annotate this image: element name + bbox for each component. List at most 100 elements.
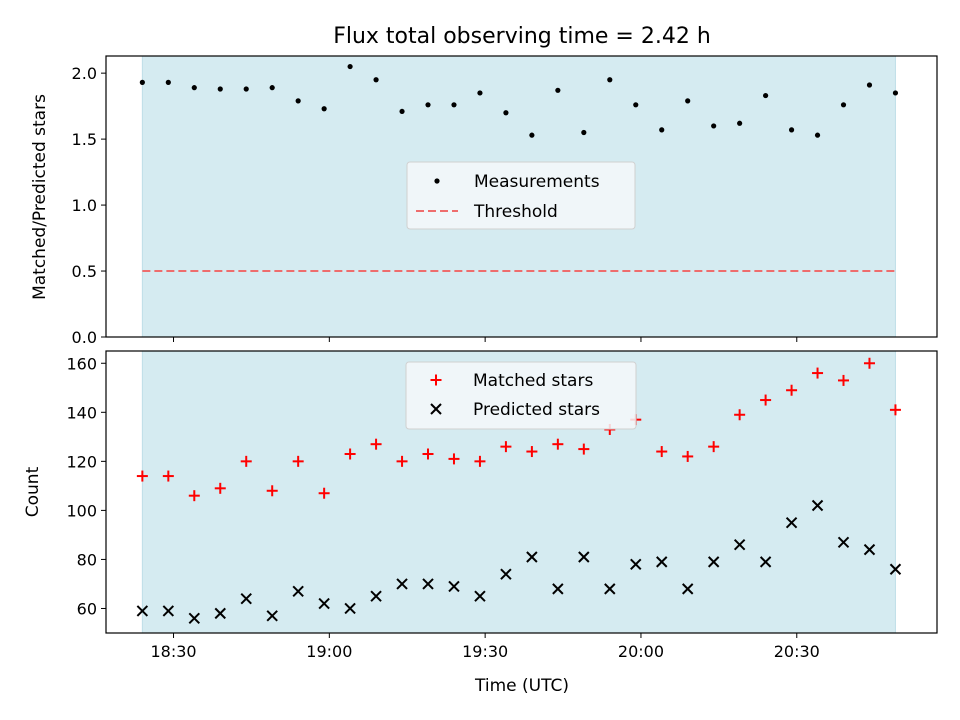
measurement-point bbox=[269, 85, 275, 91]
top-marks bbox=[139, 63, 899, 273]
y-tick-label: 1.0 bbox=[72, 196, 97, 215]
y-tick-label: 0.5 bbox=[72, 262, 97, 281]
matched-point bbox=[889, 404, 901, 416]
matched-point bbox=[526, 446, 538, 458]
matched-point bbox=[318, 487, 330, 499]
matched-point bbox=[708, 441, 720, 453]
predicted-point bbox=[370, 590, 382, 602]
bottom-legend-box bbox=[405, 361, 637, 430]
predicted-point bbox=[318, 597, 330, 610]
cross-b bbox=[136, 605, 149, 617]
y-tick-label: 1.5 bbox=[72, 130, 97, 149]
measurement-point bbox=[788, 127, 795, 133]
y-tick-label: 80 bbox=[77, 550, 97, 569]
predicted-point bbox=[136, 605, 149, 617]
cross-b bbox=[889, 563, 902, 575]
matched-point bbox=[578, 443, 590, 455]
legend-measurements-marker bbox=[434, 178, 440, 184]
matched-point bbox=[214, 482, 226, 494]
predicted-point bbox=[707, 556, 720, 568]
measurement-point bbox=[243, 86, 249, 92]
cross-b bbox=[422, 578, 434, 590]
measurement-point bbox=[399, 108, 405, 115]
measurement-point bbox=[814, 132, 821, 138]
cross-b bbox=[162, 605, 175, 617]
measurement-point bbox=[840, 102, 847, 108]
top-panel: 0.00.51.01.52.0 Matched/Predicted stars … bbox=[30, 55, 938, 347]
top-y-ticks: 0.0 0.5 1.0 1.5 2.0 bbox=[72, 64, 106, 347]
measurement-point bbox=[321, 106, 327, 112]
matched-point bbox=[162, 470, 174, 482]
matched-point bbox=[552, 438, 564, 450]
cross-b bbox=[188, 612, 201, 624]
y-tick-label: 60 bbox=[77, 599, 97, 618]
legend-matched-label: Matched stars bbox=[473, 371, 593, 391]
bottom-axes-frame bbox=[105, 350, 938, 634]
top-legend-box bbox=[406, 161, 636, 230]
cross-b bbox=[474, 590, 486, 602]
cross-b bbox=[681, 583, 694, 595]
cross-b bbox=[863, 543, 876, 556]
measurement-point bbox=[866, 82, 873, 88]
cross-b bbox=[396, 578, 408, 590]
cross-b bbox=[578, 551, 590, 563]
measurement-point bbox=[737, 120, 743, 126]
measurement-point bbox=[607, 77, 613, 83]
measurement-point bbox=[555, 87, 561, 93]
legend-predicted-marker bbox=[430, 403, 442, 415]
cross-b bbox=[448, 580, 460, 593]
predicted-point bbox=[552, 583, 564, 595]
chart-title: Flux total observing time = 2.42 h bbox=[333, 24, 711, 49]
bottom-panel: 60 80 100 120 140 160 18:30 19:00 19:30 20:00 20:… bbox=[23, 350, 938, 696]
matched-point bbox=[344, 448, 356, 460]
measurement-point bbox=[451, 102, 457, 108]
predicted-point bbox=[422, 578, 434, 590]
predicted-point bbox=[656, 556, 668, 568]
cross-b bbox=[656, 556, 668, 568]
matched-point bbox=[838, 374, 850, 386]
x-tick-label: 19:00 bbox=[306, 642, 352, 661]
measurement-point bbox=[581, 129, 587, 136]
matched-point bbox=[500, 441, 512, 453]
matched-point bbox=[396, 455, 408, 467]
cross-b bbox=[811, 499, 824, 512]
y-tick-label: 0.0 bbox=[72, 328, 97, 347]
cross-b bbox=[630, 558, 642, 571]
predicted-point bbox=[266, 610, 278, 622]
cross-b bbox=[500, 568, 512, 580]
matched-point bbox=[863, 357, 875, 369]
cross-b bbox=[759, 556, 772, 568]
predicted-point bbox=[344, 602, 356, 615]
cross-b bbox=[526, 551, 538, 563]
legend-plus bbox=[430, 374, 442, 386]
measurement-point bbox=[711, 123, 717, 129]
matched-point bbox=[292, 455, 304, 467]
measurement-point bbox=[477, 90, 483, 96]
predicted-point bbox=[681, 583, 694, 595]
matched-point bbox=[474, 455, 486, 467]
bottom-y-ticks: 60 80 100 120 140 160 bbox=[66, 354, 106, 618]
predicted-point bbox=[162, 605, 175, 617]
cross-b bbox=[266, 610, 278, 622]
matched-point bbox=[656, 446, 668, 458]
top-y-axis-label: Matched/Predicted stars bbox=[30, 94, 50, 300]
predicted-point bbox=[759, 556, 772, 568]
matched-point bbox=[370, 438, 382, 450]
cross-b bbox=[837, 536, 850, 548]
predicted-point bbox=[500, 568, 512, 580]
y-tick-label: 2.0 bbox=[72, 64, 97, 83]
predicted-point bbox=[889, 563, 902, 575]
y-tick-label: 160 bbox=[66, 354, 97, 373]
cross-b bbox=[707, 556, 720, 568]
cross-b bbox=[552, 583, 564, 595]
y-tick-label: 100 bbox=[66, 501, 97, 520]
matched-point bbox=[448, 453, 460, 465]
top-axes-frame bbox=[105, 55, 938, 338]
predicted-point bbox=[733, 539, 746, 551]
cross-b bbox=[733, 539, 746, 551]
predicted-point bbox=[837, 536, 850, 548]
predicted-point bbox=[630, 558, 642, 571]
measurement-point bbox=[425, 102, 431, 108]
cross-b bbox=[785, 516, 798, 529]
y-tick-label: 140 bbox=[66, 403, 97, 422]
